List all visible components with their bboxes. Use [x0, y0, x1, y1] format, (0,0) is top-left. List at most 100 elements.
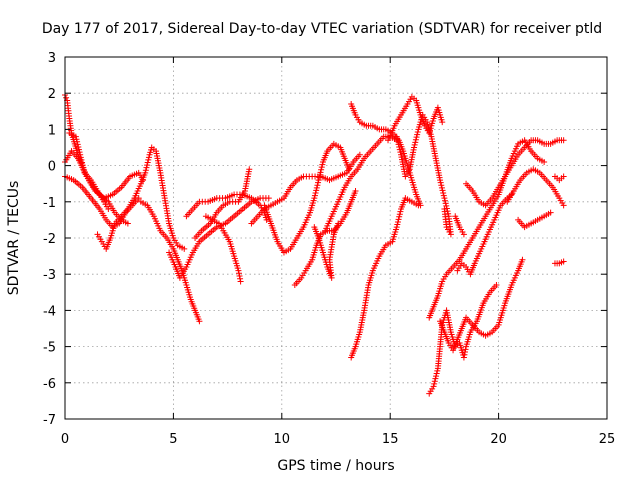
data-point: [124, 220, 131, 227]
data-point: [356, 151, 363, 158]
x-tick-label: 5: [169, 432, 177, 447]
ticks-layer: 0 5 10 15 20 25 -7 -6 -5 -4 -3 -2 -1 0 1 2 3: [43, 51, 615, 447]
data-point: [394, 136, 401, 143]
data-point: [444, 208, 451, 215]
data-point: [442, 200, 449, 207]
data-point: [235, 270, 242, 277]
data-point: [77, 154, 84, 161]
x-tick-label: 15: [382, 432, 399, 447]
data-point: [316, 171, 323, 178]
data-point: [431, 378, 438, 385]
data-point: [80, 167, 87, 174]
data-point: [414, 128, 421, 135]
data-point: [461, 349, 468, 356]
x-tick-label: 0: [61, 432, 69, 447]
data-point: [415, 202, 422, 209]
data-point: [72, 133, 79, 140]
y-tick-label: -7: [43, 413, 56, 428]
data-point: [246, 166, 253, 173]
data-point: [77, 151, 84, 158]
data-point: [144, 159, 151, 166]
data-point: [105, 206, 112, 213]
data-point: [237, 275, 244, 282]
data-point: [63, 94, 70, 101]
data-point: [519, 256, 526, 263]
data-point: [313, 184, 320, 191]
data-point: [396, 213, 403, 220]
plot-frame: [64, 56, 608, 420]
data-point: [440, 190, 447, 197]
y-tick-label: -6: [43, 377, 56, 392]
y-tick-label: 1: [48, 123, 56, 138]
data-point: [430, 383, 437, 390]
grid-layer: [65, 57, 607, 419]
x-axis-label: GPS time / hours: [277, 458, 394, 474]
data-point: [142, 169, 149, 176]
data-point: [395, 216, 402, 223]
data-point: [80, 164, 87, 171]
data-point: [437, 179, 444, 186]
data-point: [440, 192, 447, 199]
data-point: [311, 195, 318, 202]
data-point: [433, 370, 440, 377]
data-point: [144, 162, 151, 169]
data-point: [442, 197, 449, 204]
data-point: [461, 351, 468, 358]
data-point: [438, 184, 445, 191]
data-point: [317, 169, 324, 176]
data-point: [394, 221, 401, 228]
data-point: [79, 159, 86, 166]
data-point: [445, 210, 452, 217]
data-point: [236, 273, 243, 280]
data-point: [560, 173, 567, 180]
data-point: [433, 373, 440, 380]
data-point: [196, 318, 203, 325]
data-point: [460, 354, 467, 361]
y-tick-label: -5: [43, 341, 56, 356]
data-point: [145, 156, 152, 163]
data-point: [441, 206, 448, 213]
data-point: [76, 149, 83, 156]
data-point: [439, 187, 446, 194]
y-tick-label: 2: [48, 87, 56, 102]
data-point: [74, 141, 81, 148]
data-point: [434, 367, 441, 374]
data-point: [313, 187, 320, 194]
data-point: [318, 164, 325, 171]
data-point: [263, 216, 270, 223]
data-point: [411, 141, 418, 148]
data-point: [411, 144, 418, 151]
data-point: [393, 224, 400, 231]
data-point: [397, 149, 404, 156]
data-point: [412, 139, 419, 146]
data-point: [237, 278, 244, 285]
x-tick-label: 10: [274, 432, 291, 447]
data-point: [316, 174, 323, 181]
data-point: [319, 161, 326, 168]
data-point: [396, 146, 403, 153]
data-point: [462, 346, 469, 353]
data-point: [560, 202, 567, 209]
data-point: [393, 133, 400, 140]
chart-title: Day 177 of 2017, Sidereal Day-to-day VTE…: [42, 21, 602, 37]
data-point: [432, 375, 439, 382]
y-tick-label: -1: [43, 196, 56, 211]
data-point: [414, 131, 421, 138]
data-marks: [62, 92, 567, 397]
data-point: [143, 164, 150, 171]
y-tick-label: 3: [48, 51, 56, 66]
data-point: [318, 166, 325, 173]
data-point: [235, 267, 242, 274]
data-point: [394, 138, 401, 145]
data-point: [78, 156, 85, 163]
data-point: [79, 162, 86, 169]
data-point: [265, 195, 272, 202]
data-point: [441, 195, 448, 202]
data-point: [395, 141, 402, 148]
x-tick-label: 20: [490, 432, 507, 447]
data-point: [413, 134, 420, 141]
data-point: [394, 218, 401, 225]
y-tick-label: -4: [43, 304, 56, 319]
data-point: [460, 231, 467, 238]
